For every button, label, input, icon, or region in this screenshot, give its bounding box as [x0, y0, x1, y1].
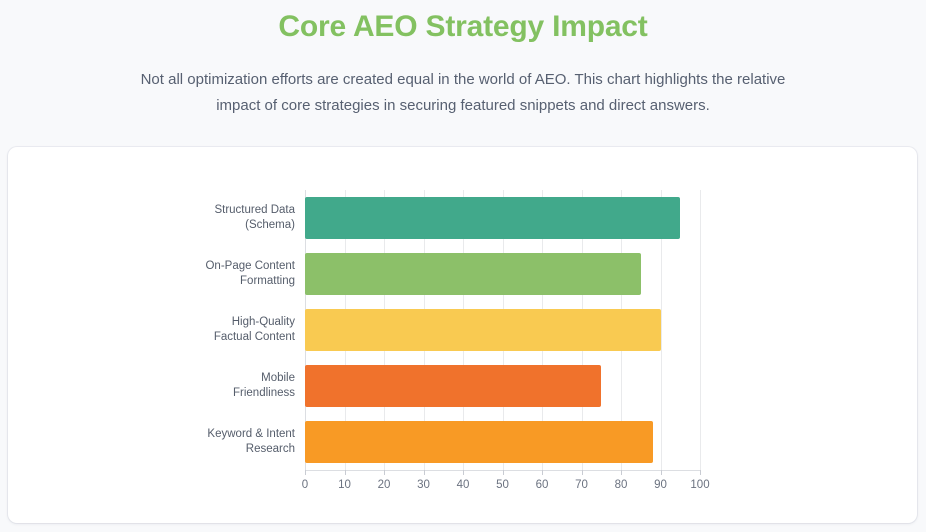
bar[interactable] [305, 253, 641, 295]
y-axis-label: Keyword & Intent Research [207, 428, 295, 455]
x-tick-mark [502, 470, 504, 475]
x-tick-label: 50 [496, 479, 509, 491]
x-tick-mark [423, 470, 425, 475]
x-tick-label: 0 [301, 479, 309, 491]
x-tick-label: 100 [690, 479, 710, 491]
x-tick-label: 40 [456, 479, 470, 491]
x-tick-mark [542, 470, 543, 475]
bar-chart: Structured Data (Schema) On-Page Content … [8, 147, 917, 523]
page-subtitle: Not all optimization efforts are created… [140, 71, 786, 114]
bar-row: Keyword & Intent Research [207, 414, 700, 470]
x-tick-mark [344, 470, 346, 475]
bar-row: Structured Data (Schema) [214, 190, 700, 246]
x-tick-mark [305, 470, 306, 475]
bar[interactable] [305, 421, 653, 463]
bar-row: Mobile Friendliness [233, 358, 700, 414]
x-tick-mark [463, 470, 464, 475]
x-tick-mark [700, 470, 701, 475]
y-axis-label: Structured Data (Schema) [214, 204, 295, 231]
x-axis-ticks: 0 10 20 30 40 50 60 70 80 90 100 [301, 470, 710, 500]
x-tick-label: 80 [614, 479, 628, 491]
bar[interactable] [305, 365, 602, 407]
gridline-100 [700, 190, 701, 470]
chart-card: Structured Data (Schema) On-Page Content … [8, 147, 917, 523]
chart-plot-area: Structured Data (Schema) On-Page Content … [205, 190, 701, 470]
x-tick-label: 90 [654, 479, 667, 491]
x-tick-mark [660, 470, 662, 475]
bar[interactable] [305, 197, 681, 239]
gridline-90 [660, 190, 662, 470]
bar[interactable] [305, 309, 661, 351]
y-axis-label: High-Quality Factual Content [213, 316, 295, 343]
x-tick-label: 60 [535, 479, 549, 491]
x-tick-label: 70 [575, 479, 588, 491]
bar-row: On-Page Content Formatting [205, 246, 700, 302]
x-tick-label: 10 [338, 479, 351, 491]
page-title: Core AEO Strategy Impact [278, 10, 648, 43]
x-tick-mark [621, 470, 622, 475]
y-axis-label: On-Page Content Formatting [205, 260, 295, 287]
x-tick-label: 30 [417, 479, 430, 491]
y-axis-label: Mobile Friendliness [233, 372, 295, 399]
page-header: Core AEO Strategy Impact Not all optimiz… [0, 0, 926, 119]
bar-row: High-Quality Factual Content [214, 302, 700, 358]
x-tick-mark [384, 470, 385, 475]
x-tick-label: 20 [377, 479, 391, 491]
x-tick-mark [581, 470, 583, 475]
